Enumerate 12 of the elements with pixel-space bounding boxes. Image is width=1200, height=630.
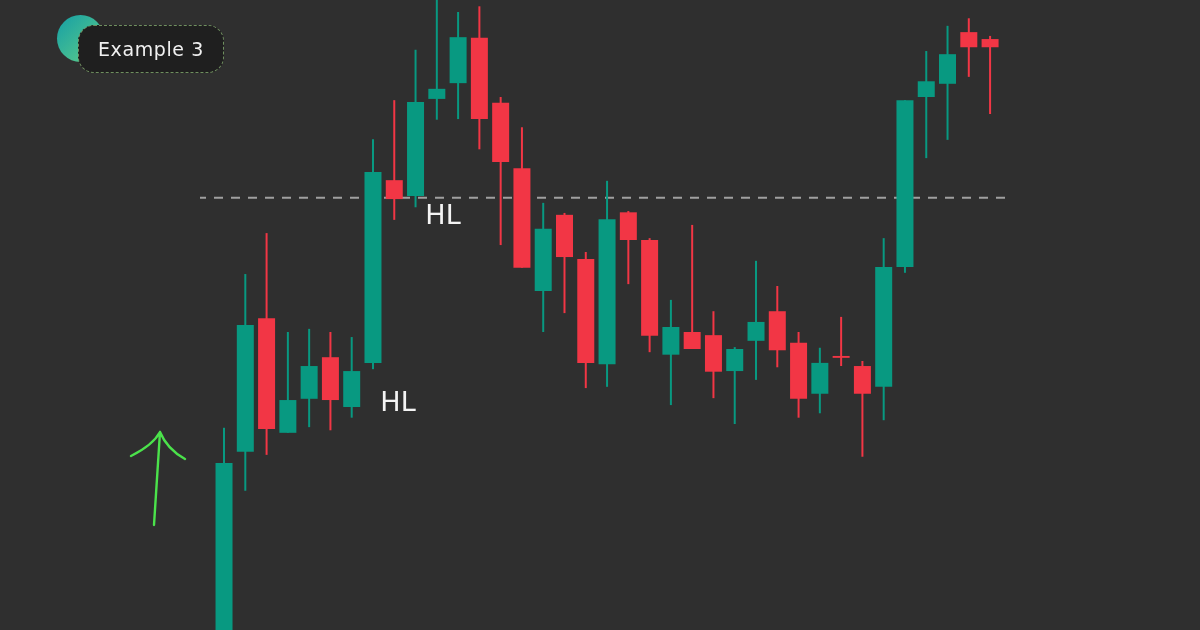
- annotation: HL: [380, 386, 416, 417]
- candlestick: [981, 34, 999, 116]
- candlestick: [747, 259, 765, 381]
- candlestick: [832, 315, 850, 368]
- candlestick: [917, 50, 935, 160]
- candlestick: [683, 223, 701, 351]
- annotation: HL: [425, 199, 461, 230]
- title-pill: Example 3: [78, 25, 224, 73]
- candlestick: [726, 346, 744, 425]
- candlestick: [960, 17, 978, 78]
- candlestick: [428, 0, 446, 121]
- candlestick: [385, 99, 403, 221]
